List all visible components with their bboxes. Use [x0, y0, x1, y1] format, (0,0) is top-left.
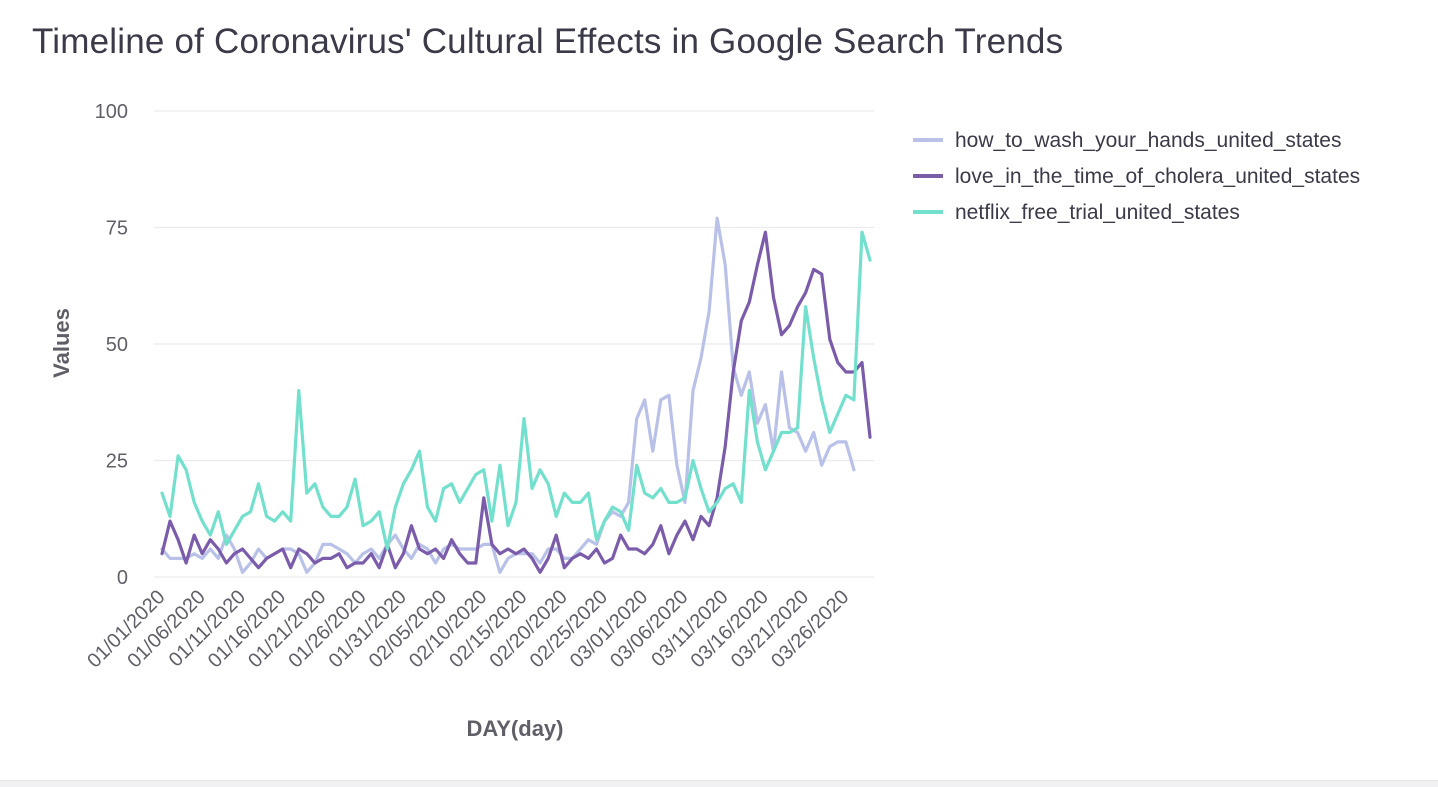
y-axis-ticks: 0 25 50 75 100 [95, 101, 128, 589]
x-axis-title: DAY(day) [467, 716, 564, 741]
y-tick-label: 0 [117, 567, 128, 589]
series-line-2 [160, 230, 872, 574]
chart-title: Timeline of Coronavirus' Cultural Effect… [32, 22, 1064, 61]
legend-label[interactable]: love_in_the_time_of_cholera_united_state… [955, 165, 1360, 188]
footer-divider [0, 780, 1438, 787]
legend-label[interactable]: netflix_free_trial_united_states [955, 201, 1240, 224]
y-tick-label: 100 [95, 101, 128, 123]
series-lines [160, 216, 872, 574]
y-axis-title: Values [49, 308, 74, 378]
series-line-3 [160, 230, 872, 551]
legend[interactable]: how_to_wash_your_hands_united_stateslove… [913, 129, 1360, 224]
y-tick-label: 50 [106, 334, 128, 356]
y-tick-label: 25 [106, 451, 128, 473]
y-tick-label: 75 [106, 218, 128, 240]
grid-lines [154, 110, 874, 578]
x-axis-ticks: 01/01/202001/06/202001/11/202001/16/2020… [83, 586, 853, 672]
legend-label[interactable]: how_to_wash_your_hands_united_states [955, 129, 1341, 152]
